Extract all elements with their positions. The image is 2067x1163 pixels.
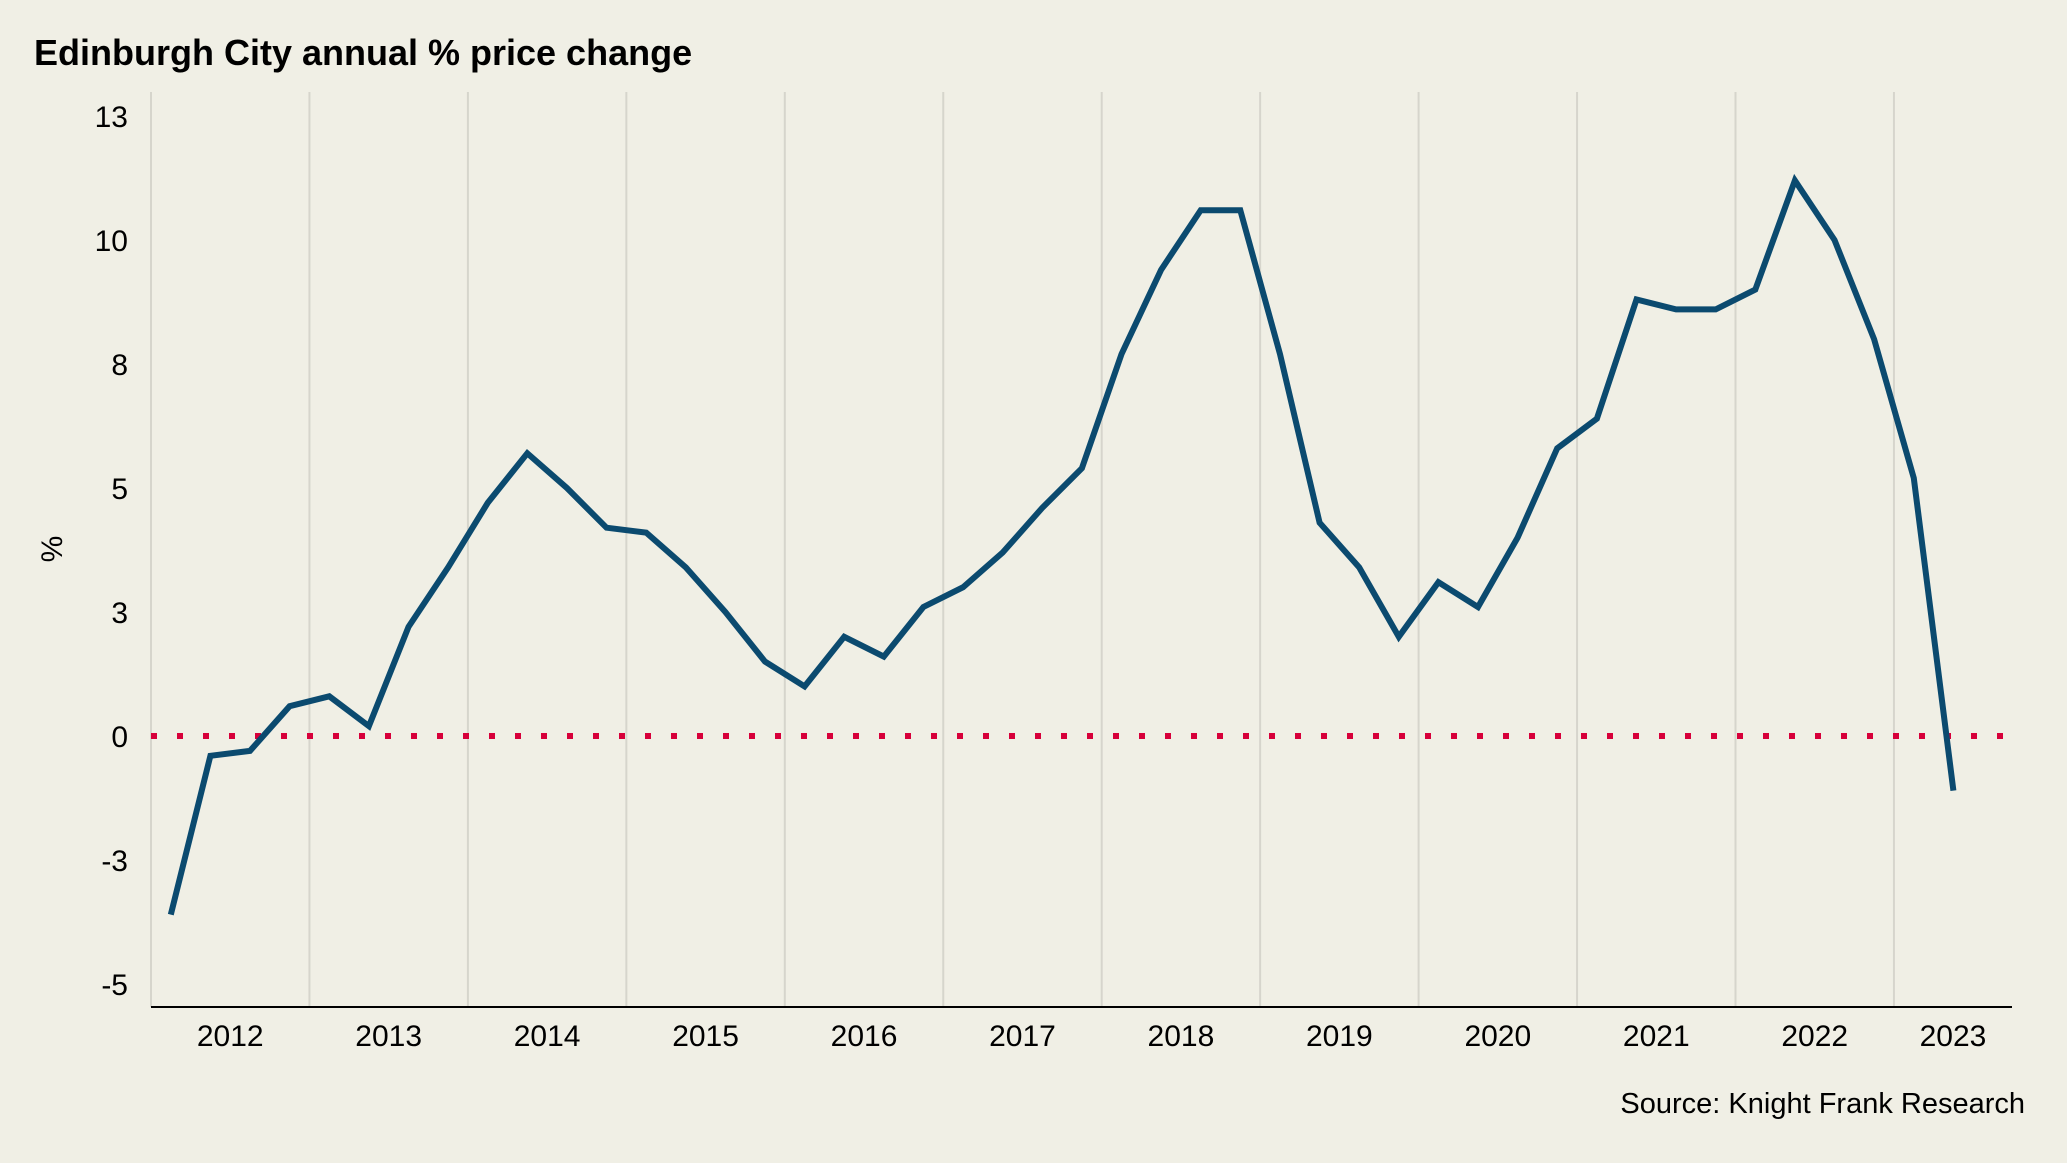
x-tick-label: 2015 [672, 1020, 739, 1053]
y-tick-label: -5 [101, 969, 128, 1002]
x-tick-label: 2013 [355, 1020, 422, 1053]
y-tick-label: -3 [101, 845, 128, 878]
chart-source: Source: Knight Frank Research [1620, 1088, 2025, 1120]
y-tick-label: 10 [95, 225, 128, 258]
x-tick-label: 2016 [831, 1020, 898, 1053]
y-tick-labels: 13 10 8 5 3 0 -3 -5 [95, 101, 128, 1002]
x-tick-label: 2014 [514, 1020, 581, 1053]
x-tick-label: 2021 [1623, 1020, 1690, 1053]
x-tick-label: 2020 [1464, 1020, 1531, 1053]
y-tick-label: 13 [95, 101, 128, 134]
x-tick-label: 2018 [1148, 1020, 1215, 1053]
x-tick-labels: 2012 2013 2014 2015 2016 2017 2018 2019 2020 2021… [197, 1020, 1987, 1053]
x-tick-label: 2019 [1306, 1020, 1373, 1053]
y-axis-title: % [36, 536, 69, 563]
y-tick-label: 3 [111, 597, 128, 630]
x-tick-label: 2012 [197, 1020, 264, 1053]
series-layer [167, 173, 1957, 916]
series-line [167, 173, 1957, 916]
chart-title: Edinburgh City annual % price change [34, 32, 693, 73]
gridlines [150, 92, 1895, 1007]
x-tick-label: 2022 [1781, 1020, 1848, 1053]
y-tick-label: 8 [111, 349, 128, 382]
x-tick-label: 2023 [1920, 1020, 1987, 1053]
y-tick-label: 0 [111, 721, 128, 754]
y-tick-label: 5 [111, 473, 128, 506]
x-tick-label: 2017 [989, 1020, 1056, 1053]
